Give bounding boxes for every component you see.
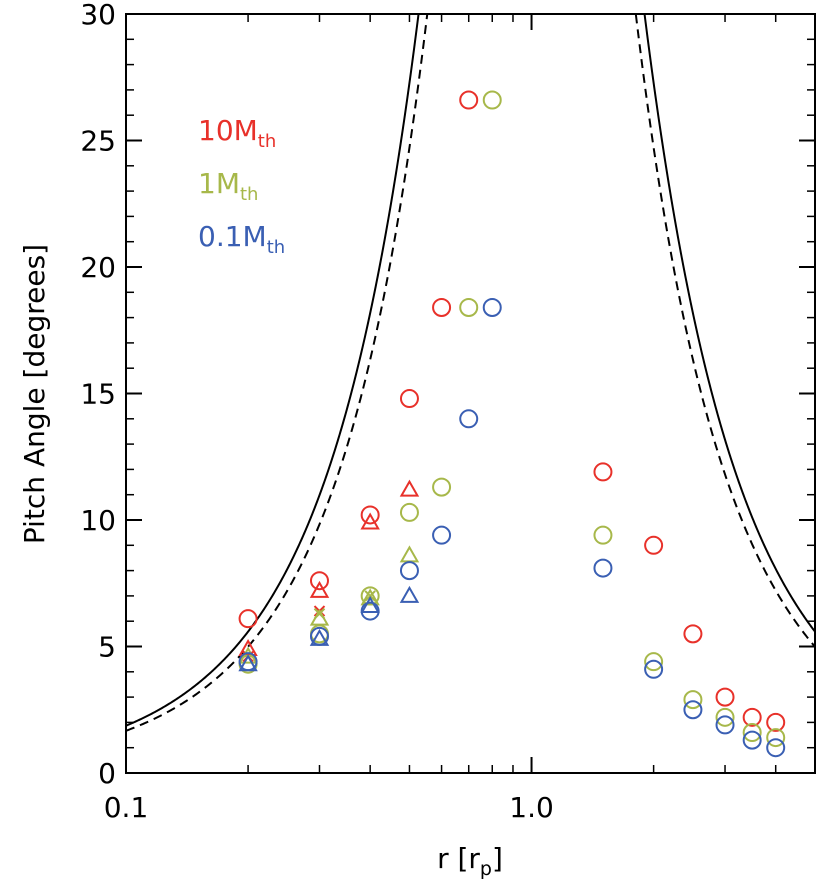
points-layer	[238, 90, 786, 758]
dashed-model-curve	[634, 14, 815, 648]
data-point-circle	[459, 409, 479, 429]
data-point-circle	[683, 690, 703, 710]
y-tick-label: 10	[80, 504, 116, 537]
legend-entry: 10Mth	[198, 114, 276, 152]
data-point-triangle	[399, 585, 420, 603]
data-point-triangle	[238, 654, 258, 672]
data-point-circle	[432, 525, 452, 545]
data-point-triangle	[360, 512, 380, 530]
data-point-triangle	[309, 628, 330, 646]
data-point-circle	[482, 297, 502, 317]
data-point-circle	[742, 723, 762, 743]
data-point-triangle	[360, 596, 380, 614]
x-tick-label: 1.0	[509, 791, 554, 824]
legend-subscript: th	[240, 184, 258, 205]
data-point-cross	[364, 590, 376, 602]
data-point-circle	[766, 738, 786, 758]
legend-entry: 1Mth	[198, 167, 258, 205]
x-axis-title-sub: p	[480, 858, 492, 880]
data-point-circle	[399, 502, 419, 522]
y-tick-label: 20	[80, 251, 116, 284]
data-point-triangle	[360, 588, 380, 606]
data-point-circle	[644, 652, 664, 672]
y-tick-label: 30	[80, 0, 116, 31]
data-point-triangle	[309, 580, 330, 598]
data-point-triangle	[238, 646, 258, 664]
legend-entry: 0.1Mth	[198, 220, 285, 258]
dashed-model-curve	[126, 14, 429, 732]
data-point-circle	[742, 730, 762, 750]
data-point-circle	[482, 90, 502, 110]
legend-label: 10M	[198, 114, 258, 147]
data-point-circle	[742, 707, 762, 727]
data-point-circle	[432, 477, 452, 497]
legend-subscript: th	[267, 237, 285, 258]
data-point-circle	[399, 561, 419, 581]
data-point-circle	[766, 728, 786, 748]
data-point-circle	[766, 712, 786, 732]
legend-subscript: th	[258, 131, 276, 152]
data-point-cross	[313, 607, 326, 620]
data-point-circle	[683, 624, 703, 644]
data-point-circle	[644, 535, 664, 555]
x-axis-title: r [rp]	[437, 842, 503, 880]
data-point-circle	[360, 505, 380, 525]
ticks-layer: 0 5 10 15 20 25 30 0.1 1.0	[80, 0, 816, 824]
data-point-circle	[715, 687, 735, 707]
data-point-circle	[683, 700, 703, 720]
data-point-circle	[459, 297, 479, 317]
y-tick-label: 25	[80, 125, 116, 158]
x-tick-label: 0.1	[104, 791, 149, 824]
data-point-circle	[309, 571, 329, 591]
legend-label: 1M	[198, 167, 240, 200]
y-axis-title: Pitch Angle [degrees]	[18, 244, 51, 544]
data-point-circle	[644, 659, 664, 679]
y-tick-label: 15	[80, 378, 116, 411]
data-point-circle	[399, 389, 419, 409]
data-point-circle	[593, 558, 613, 578]
data-point-circle	[715, 707, 735, 727]
data-point-circle	[238, 609, 258, 629]
solid-model-curve	[126, 14, 420, 727]
x-axis-title-end: ]	[492, 842, 503, 875]
data-point-circle	[432, 297, 452, 317]
data-point-circle	[593, 462, 613, 482]
legend-label: 0.1M	[198, 220, 267, 253]
data-point-circle	[593, 525, 613, 545]
curves-layer	[126, 14, 815, 732]
data-point-triangle	[399, 479, 420, 497]
data-point-triangle	[399, 545, 420, 563]
y-tick-label: 0	[98, 757, 116, 790]
y-tick-label: 5	[98, 631, 116, 664]
solid-model-curve	[643, 14, 815, 633]
x-axis-title-main: r [r	[437, 842, 480, 875]
data-point-circle	[459, 90, 479, 110]
data-point-circle	[715, 715, 735, 735]
